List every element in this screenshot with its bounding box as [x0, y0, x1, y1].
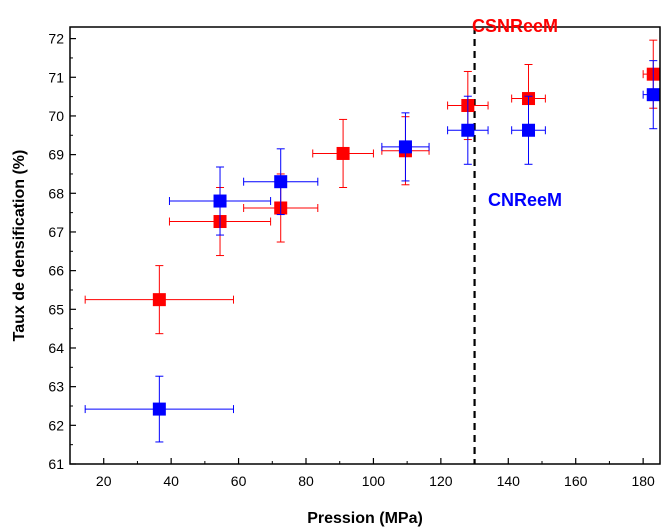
y-tick-label: 61: [48, 456, 64, 472]
x-tick-label: 20: [96, 473, 112, 489]
data-point: [522, 123, 536, 137]
y-tick-label: 66: [48, 263, 64, 279]
x-tick-label: 120: [429, 473, 453, 489]
y-tick-label: 72: [48, 31, 64, 47]
data-point: [152, 293, 166, 307]
series-2: [84, 60, 660, 443]
x-tick-label: 80: [298, 473, 314, 489]
y-tick-label: 64: [48, 340, 64, 356]
data-point: [152, 402, 166, 416]
x-axis-title: Pression (MPa): [307, 510, 423, 527]
data-point: [461, 123, 475, 137]
data-point: [213, 194, 227, 208]
y-tick-label: 62: [48, 417, 64, 433]
series-1: [84, 39, 660, 335]
x-tick-label: 100: [362, 473, 386, 489]
y-tick-label: 63: [48, 379, 64, 395]
annotation-csnreem: CSNReeM: [472, 16, 558, 36]
data-point: [398, 140, 412, 154]
y-tick-label: 67: [48, 224, 64, 240]
annotations: CSNReeM CNReeM: [472, 16, 562, 210]
x-tick-label: 180: [631, 473, 655, 489]
axis-ticks: 20 40 60 80 100 120 140 160 180 61 62 63 64 65 66 67 68 6…: [48, 31, 655, 489]
y-axis-title: Taux de densification (%): [11, 150, 28, 342]
data-point: [646, 88, 660, 102]
y-tick-label: 69: [48, 147, 64, 163]
annotation-cnreem: CNReeM: [488, 190, 562, 210]
data-point: [336, 146, 350, 160]
y-tick-label: 65: [48, 301, 64, 317]
data-point: [274, 175, 288, 189]
x-tick-label: 160: [564, 473, 588, 489]
x-tick-label: 140: [497, 473, 521, 489]
y-tick-label: 70: [48, 108, 64, 124]
x-tick-label: 60: [231, 473, 247, 489]
series-group: [84, 39, 660, 443]
plot-frame: [69, 26, 661, 465]
y-tick-label: 68: [48, 185, 64, 201]
x-tick-label: 40: [163, 473, 179, 489]
y-tick-label: 71: [48, 69, 64, 85]
